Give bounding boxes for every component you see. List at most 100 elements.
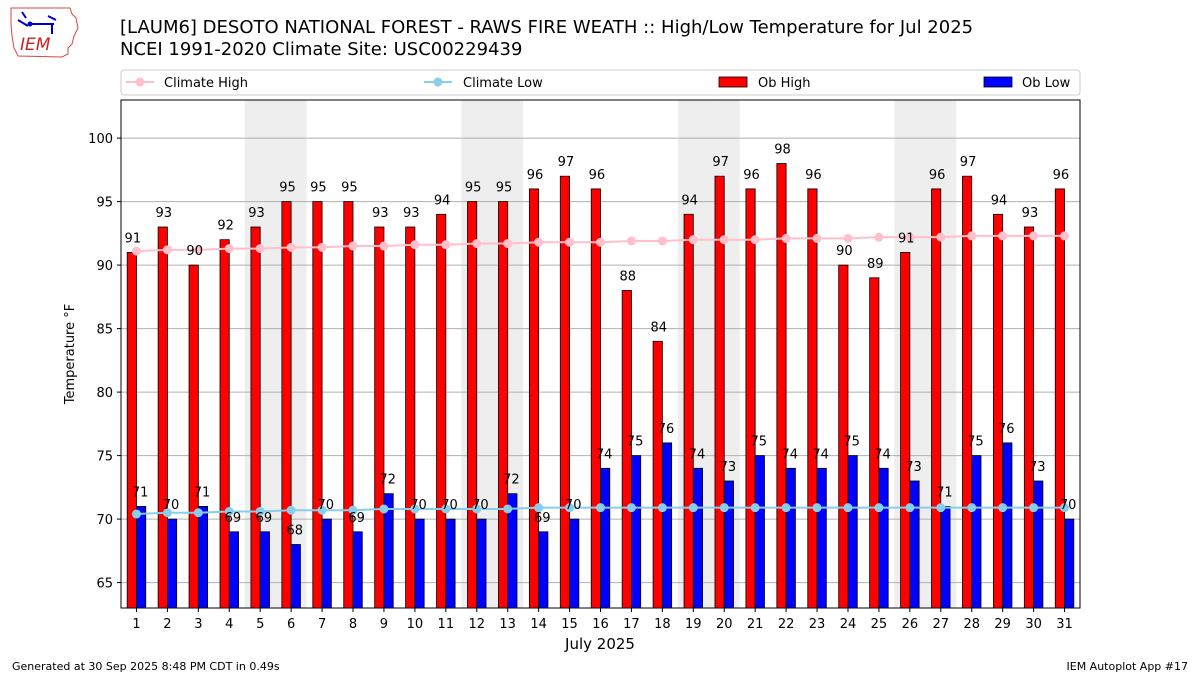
ob-low-label: 70	[317, 498, 334, 513]
x-tick-label: 14	[530, 617, 547, 632]
ob-low-label: 76	[998, 422, 1015, 437]
title-line-2: NCEI 1991-2020 Climate Site: USC00229439	[120, 39, 523, 60]
ob-low-bar	[445, 518, 456, 609]
ob-high-bar	[312, 201, 323, 609]
climate-low-point	[410, 504, 420, 514]
ob-high-bar	[188, 264, 199, 609]
climate-high-point	[750, 235, 760, 245]
ob-low-label: 72	[503, 473, 520, 488]
ob-high-label: 92	[217, 219, 234, 234]
ob-high-bar	[992, 213, 1004, 609]
ob-low-label: 69	[256, 511, 273, 526]
climate-high-point	[472, 239, 482, 249]
climate-low-point	[534, 503, 544, 513]
x-tick-label: 3	[194, 617, 202, 632]
iem-logo: IEM	[10, 7, 79, 58]
x-tick-label: 6	[287, 617, 295, 632]
ob-low-bar	[940, 505, 951, 609]
ob-high-label: 93	[155, 206, 172, 221]
x-tick-label: 16	[592, 617, 609, 632]
x-tick-label: 29	[994, 617, 1011, 632]
x-tick-label: 2	[163, 617, 171, 632]
ob-high-label: 95	[496, 181, 513, 196]
ob-low-bar	[259, 531, 270, 609]
climate-high-point	[905, 232, 915, 242]
climate-low-point	[348, 505, 358, 515]
ob-high-label: 96	[589, 168, 606, 183]
ob-high-label: 94	[991, 193, 1008, 208]
ob-high-bar	[745, 188, 756, 609]
climate-high-point	[348, 241, 358, 251]
legend-climate-low: Climate Low	[463, 76, 543, 91]
ob-low-bar	[661, 442, 673, 609]
ob-low-label: 71	[132, 485, 149, 500]
x-tick-label: 10	[407, 617, 424, 632]
ob-low-bar	[1002, 442, 1013, 609]
ob-high-label: 95	[465, 181, 482, 196]
climate-high-point	[781, 233, 791, 243]
climate-low-point	[1060, 503, 1070, 513]
climate-low-point	[967, 503, 977, 513]
ob-low-bar	[476, 518, 487, 609]
climate-low-point	[286, 505, 296, 515]
ob-low-label: 70	[1060, 498, 1077, 513]
ob-low-bar	[569, 518, 580, 609]
ob-high-label: 96	[743, 168, 760, 183]
y-tick-label: 85	[96, 323, 113, 338]
y-tick-label: 70	[96, 513, 113, 528]
ob-high-label: 91	[125, 231, 142, 246]
climate-low-point	[719, 503, 729, 513]
climate-low-point	[224, 506, 234, 516]
climate-high-point	[162, 245, 172, 255]
ob-high-bar	[528, 188, 540, 609]
ob-high-label: 93	[372, 206, 389, 221]
footer-generated: Generated at 30 Sep 2025 8:48 PM CDT in …	[12, 660, 280, 673]
ob-low-label: 75	[751, 435, 768, 450]
ob-low-bar	[909, 480, 920, 609]
ob-low-label: 69	[348, 511, 365, 526]
climate-low-point	[750, 503, 760, 513]
ob-low-label: 74	[689, 447, 706, 462]
ob-high-label: 95	[310, 181, 327, 196]
ob-high-label: 88	[620, 270, 637, 285]
ob-low-bar	[692, 467, 703, 609]
ob-high-label: 94	[434, 193, 451, 208]
ob-low-label: 70	[410, 498, 427, 513]
ob-high-bar	[931, 188, 942, 609]
ob-high-label: 93	[403, 206, 420, 221]
ob-low-label: 69	[225, 511, 242, 526]
legend-ob-low-swatch	[983, 76, 1013, 88]
svg-text:IEM: IEM	[20, 35, 51, 55]
climate-high-point	[565, 237, 575, 247]
climate-high-point	[410, 240, 420, 250]
ob-high-label: 96	[1053, 168, 1070, 183]
legend-ob-high: Ob High	[758, 76, 811, 91]
x-tick-label: 31	[1056, 617, 1073, 632]
climate-high-point	[224, 244, 234, 254]
ob-high-label: 97	[558, 155, 575, 170]
climate-low-point	[193, 508, 203, 518]
ob-low-label: 73	[905, 460, 922, 475]
ob-high-bar	[869, 277, 880, 609]
ob-low-label: 70	[472, 498, 489, 513]
ob-low-label: 70	[565, 498, 582, 513]
climate-high-point	[131, 246, 141, 256]
x-tick-label: 4	[225, 617, 233, 632]
x-tick-label: 8	[349, 617, 357, 632]
climate-low-point	[162, 508, 172, 518]
x-tick-label: 21	[747, 617, 764, 632]
x-tick-label: 15	[561, 617, 578, 632]
ob-high-label: 95	[341, 181, 358, 196]
ob-low-label: 74	[596, 447, 613, 462]
ob-low-label: 73	[720, 460, 737, 475]
ob-high-bar	[1023, 226, 1034, 609]
ob-low-bar	[754, 455, 765, 609]
ob-low-bar	[197, 505, 209, 609]
x-tick-label: 9	[380, 617, 388, 632]
climate-high-point	[255, 244, 265, 254]
climate-low-point	[781, 503, 791, 513]
ob-low-label: 73	[1029, 460, 1046, 475]
plot-frame	[120, 99, 1081, 609]
ob-high-bar	[405, 226, 416, 609]
y-tick-label: 65	[96, 577, 113, 592]
